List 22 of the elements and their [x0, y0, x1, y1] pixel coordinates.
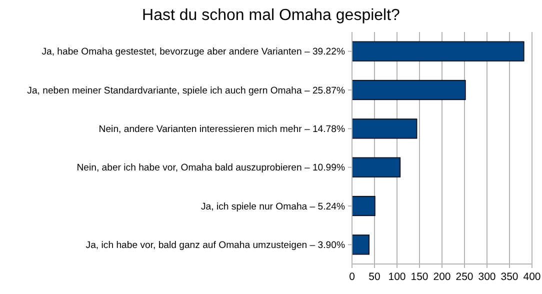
- x-tick-label: 50: [368, 271, 380, 283]
- x-tick-label: 0: [349, 271, 356, 283]
- y-tick-label: Ja, habe Omaha gestestet, bevorzuge aber andere Varianten – 39.22%: [42, 46, 346, 58]
- x-tick-label: 350: [500, 271, 518, 283]
- y-tick-label: Ja, ich spiele nur Omaha – 5.24%: [201, 201, 346, 212]
- bar: [352, 234, 370, 255]
- chart-title: Hast du schon mal Omaha gespielt?: [142, 7, 400, 24]
- y-tick-label: Ja, neben meiner Standardvariante, spiele ich auch gern Omaha – 25.87%: [27, 85, 346, 96]
- x-tick-label: 200: [433, 271, 451, 283]
- y-tick-label: Nein, andere Varianten interessieren mich mehr – 14.78%: [98, 124, 346, 136]
- bar: [352, 118, 418, 139]
- bar: [352, 80, 466, 100]
- bar: [352, 157, 401, 178]
- y-tick-label: Nein, aber ich habe vor, Omaha bald auszuprobieren – 10.99%: [76, 162, 346, 174]
- y-tick-label: Ja, ich habe vor, bald ganz auf Omaha umzusteigen – 3.90%: [86, 240, 346, 252]
- x-tick-label: 300: [478, 271, 496, 283]
- bar: [352, 196, 376, 216]
- x-tick-label: 400: [523, 271, 541, 283]
- x-tick-label: 100: [388, 271, 406, 283]
- x-tick-label: 150: [410, 271, 428, 283]
- bar: [352, 41, 524, 62]
- x-tick-label: 250: [456, 271, 474, 283]
